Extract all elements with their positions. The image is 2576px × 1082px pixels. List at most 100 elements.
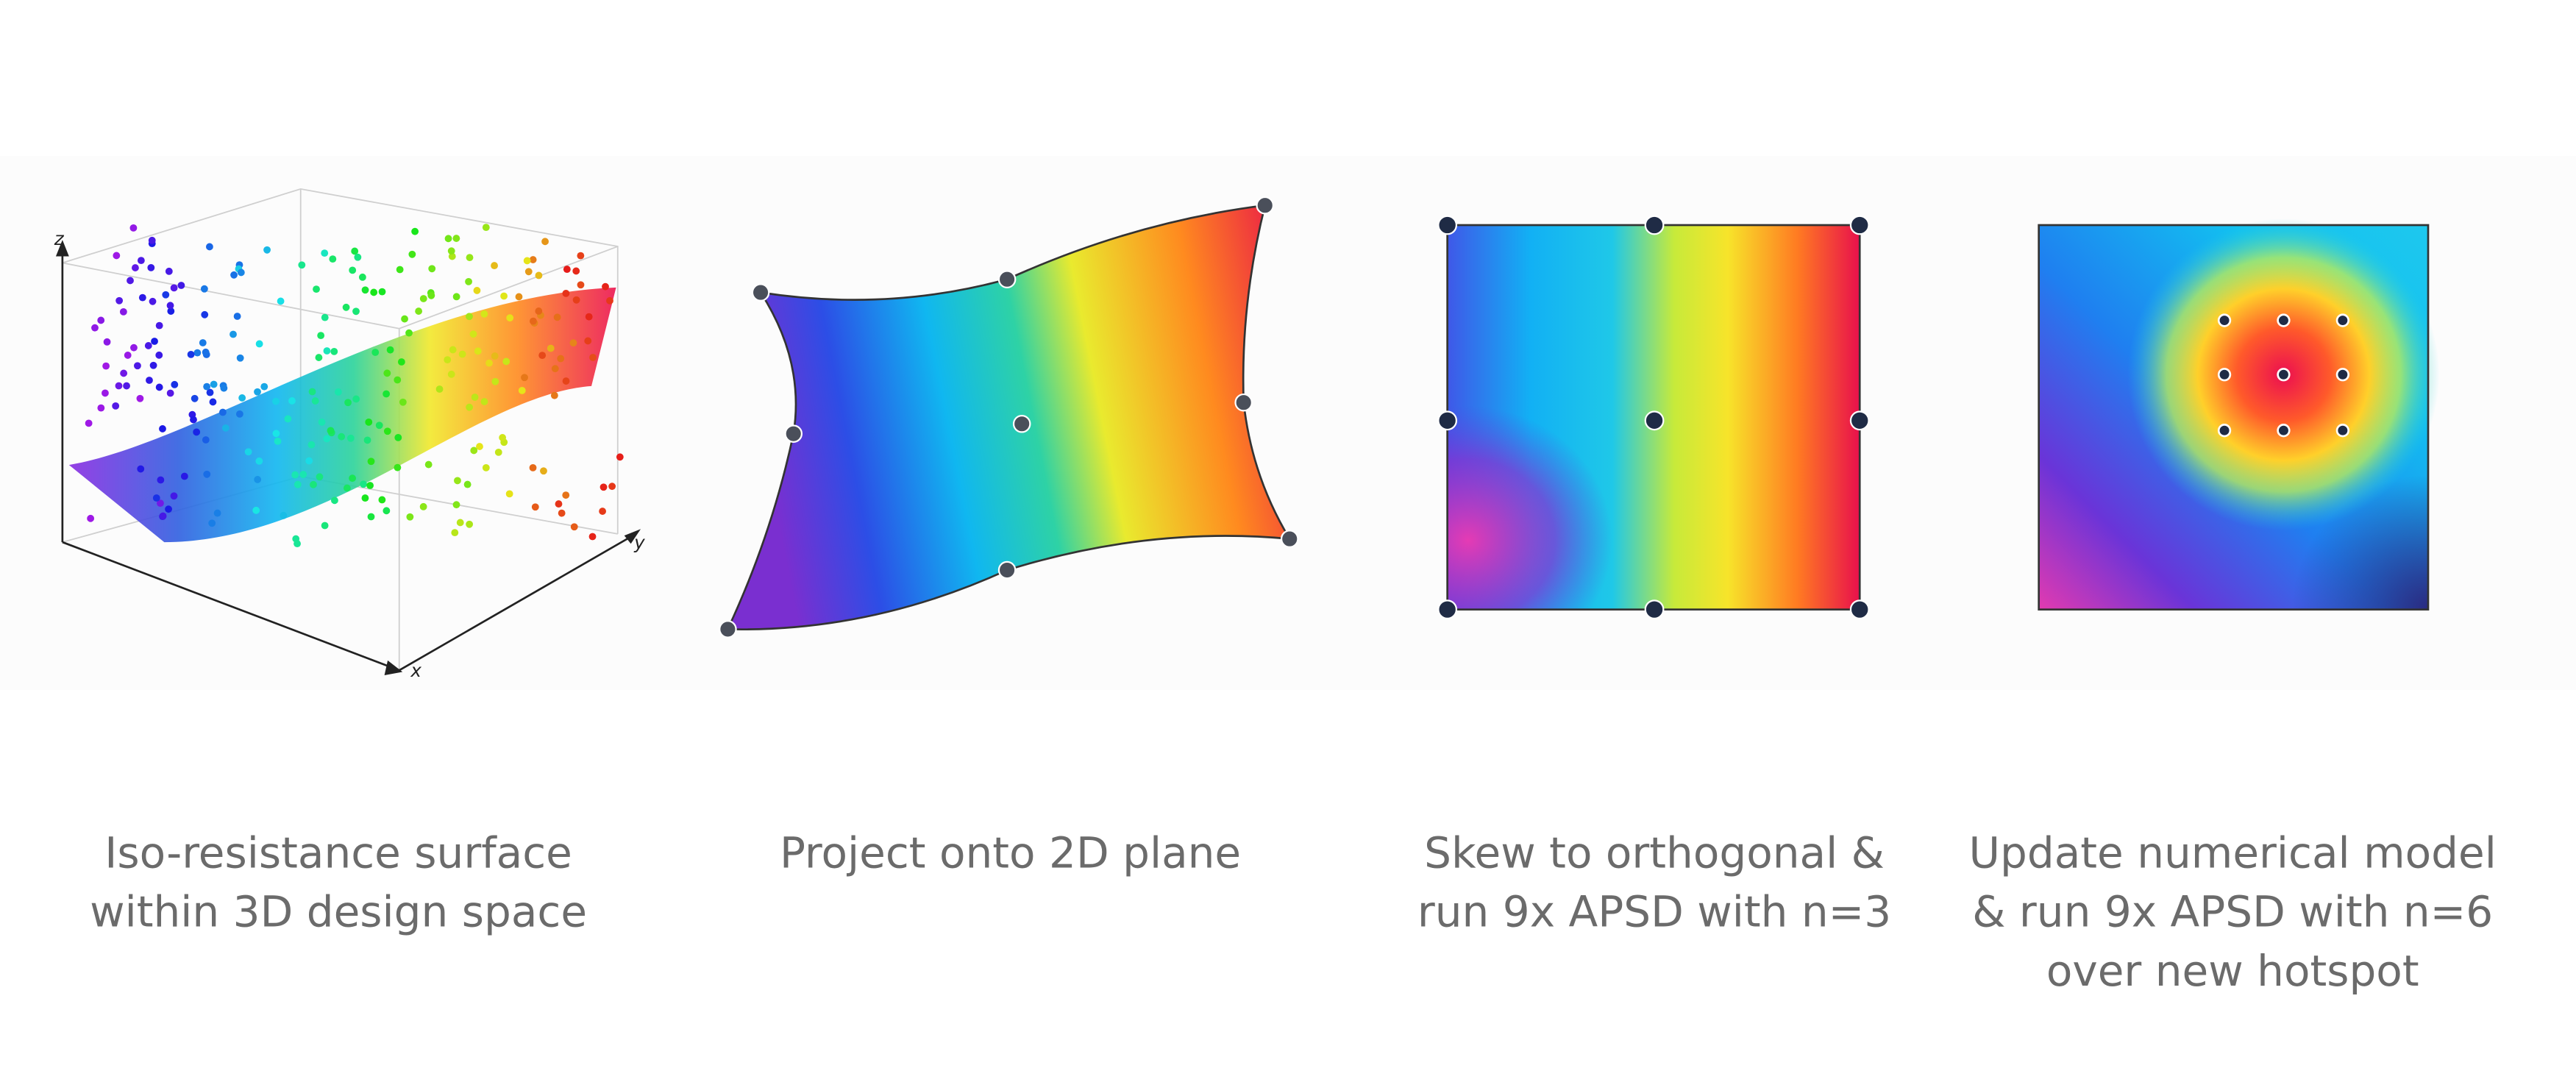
- axis-label: z: [54, 228, 65, 249]
- sample-point: [349, 266, 357, 274]
- sample-point: [383, 390, 391, 398]
- sample-point: [463, 480, 472, 488]
- sample-point: [254, 476, 262, 483]
- sample-point: [220, 384, 228, 392]
- sample-point: [327, 427, 335, 435]
- control-point: [1234, 393, 1253, 412]
- sample-point: [365, 418, 373, 426]
- sample-point: [277, 297, 285, 305]
- sample-point: [500, 292, 508, 300]
- sample-point: [449, 346, 457, 354]
- sample-point: [260, 382, 268, 391]
- sample-point: [136, 394, 144, 402]
- sample-point: [238, 394, 246, 402]
- sample-point: [162, 291, 170, 299]
- sample-point: [361, 494, 369, 502]
- sample-point: [447, 370, 455, 378]
- sample-point: [553, 313, 561, 321]
- sample-point: [255, 340, 263, 348]
- sample-point: [572, 296, 580, 304]
- sample-point: [470, 446, 478, 455]
- sample-point: [360, 480, 367, 488]
- sample-point: [170, 284, 178, 292]
- measure-point: [1849, 599, 1870, 620]
- sample-point: [505, 490, 513, 498]
- sample-point: [399, 398, 407, 406]
- sample-point: [352, 307, 360, 316]
- sample-point: [149, 361, 157, 369]
- sample-point: [311, 397, 319, 405]
- sample-point: [159, 512, 167, 520]
- sample-point: [218, 408, 227, 416]
- sample-point: [408, 250, 416, 258]
- sample-point: [606, 296, 613, 305]
- caption: Iso-resistance surface: [104, 827, 572, 878]
- sample-point: [115, 296, 124, 305]
- sample-point: [518, 386, 526, 394]
- sample-point: [558, 509, 566, 517]
- sample-point: [190, 416, 197, 424]
- sample-point: [203, 382, 211, 391]
- sample-point: [491, 352, 499, 360]
- measure-point: [2335, 368, 2350, 382]
- sample-point: [201, 310, 209, 318]
- sample-point: [310, 480, 317, 488]
- sample-point: [383, 369, 391, 377]
- sample-point: [127, 277, 134, 285]
- sample-point: [551, 365, 559, 373]
- sample-point: [152, 494, 160, 502]
- control-point: [997, 560, 1017, 580]
- sample-point: [354, 253, 362, 261]
- sample-point: [244, 448, 252, 456]
- sample-point: [515, 293, 523, 301]
- sample-point: [351, 247, 359, 255]
- sample-point: [102, 389, 109, 397]
- sample-point: [480, 398, 488, 405]
- sample-point: [584, 337, 592, 345]
- sample-point: [120, 369, 128, 377]
- sample-point: [342, 303, 350, 311]
- caption: & run 9x APSD with n=6: [1972, 887, 2493, 937]
- sample-point: [85, 419, 93, 427]
- sample-point: [208, 519, 216, 527]
- sample-point: [323, 435, 331, 443]
- sample-point: [103, 338, 111, 346]
- sample-point: [480, 310, 488, 318]
- measure-point: [1437, 410, 1458, 431]
- sample-point: [331, 496, 338, 505]
- sample-point: [155, 321, 163, 330]
- sample-point: [298, 261, 306, 269]
- sample-point: [317, 332, 325, 340]
- sample-point: [272, 430, 280, 438]
- square-border: [2038, 224, 2430, 611]
- measure-point: [1437, 215, 1458, 235]
- sample-point: [547, 344, 555, 352]
- control-point: [751, 283, 770, 302]
- sample-point: [321, 313, 329, 321]
- sample-point: [406, 513, 414, 521]
- sample-point: [291, 471, 299, 479]
- sample-point: [466, 403, 474, 411]
- sample-point: [608, 483, 616, 491]
- sample-point: [272, 397, 280, 405]
- sample-point: [599, 483, 608, 491]
- sample-point: [569, 339, 577, 347]
- sample-point: [102, 362, 110, 370]
- sample-point: [97, 404, 105, 412]
- measure-point: [1437, 599, 1458, 620]
- sample-point: [540, 467, 547, 475]
- sample-point: [144, 342, 152, 349]
- control-point: [1012, 414, 1031, 433]
- sample-point: [87, 514, 95, 522]
- sample-point: [394, 463, 402, 471]
- sample-point: [396, 266, 404, 274]
- sample-point: [448, 252, 456, 260]
- sample-point: [148, 236, 156, 244]
- sample-point: [506, 314, 514, 322]
- sample-point: [206, 388, 214, 396]
- sample-point: [119, 307, 127, 316]
- sample-point: [375, 421, 383, 430]
- sample-point: [305, 457, 313, 465]
- measure-point: [1849, 410, 1870, 431]
